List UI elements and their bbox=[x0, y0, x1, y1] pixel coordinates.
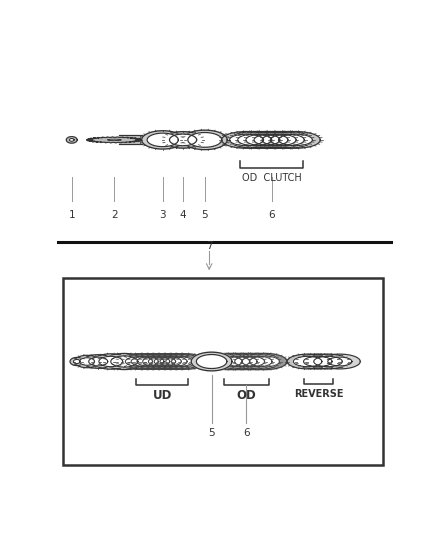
Polygon shape bbox=[80, 358, 95, 365]
Polygon shape bbox=[75, 356, 99, 368]
Polygon shape bbox=[107, 139, 121, 141]
Polygon shape bbox=[238, 134, 272, 146]
Text: OD: OD bbox=[237, 389, 256, 402]
Bar bbox=[63, 278, 383, 465]
Text: 7: 7 bbox=[206, 241, 212, 251]
Text: 6: 6 bbox=[243, 429, 250, 439]
Polygon shape bbox=[160, 357, 187, 366]
Polygon shape bbox=[105, 353, 144, 369]
Polygon shape bbox=[227, 356, 257, 367]
Text: 3: 3 bbox=[159, 209, 166, 220]
Polygon shape bbox=[254, 134, 288, 146]
Polygon shape bbox=[164, 132, 202, 148]
Text: 1: 1 bbox=[68, 209, 75, 220]
Polygon shape bbox=[250, 356, 279, 367]
Polygon shape bbox=[270, 134, 304, 146]
Polygon shape bbox=[147, 133, 178, 147]
Polygon shape bbox=[158, 354, 201, 369]
Polygon shape bbox=[254, 132, 304, 148]
Polygon shape bbox=[227, 353, 272, 369]
Polygon shape bbox=[141, 354, 184, 369]
Polygon shape bbox=[212, 353, 257, 369]
Polygon shape bbox=[262, 134, 296, 146]
Polygon shape bbox=[287, 354, 328, 369]
Text: OD  CLUTCH: OD CLUTCH bbox=[242, 173, 301, 183]
Polygon shape bbox=[146, 354, 189, 369]
Polygon shape bbox=[242, 353, 287, 369]
Polygon shape bbox=[117, 354, 160, 369]
Polygon shape bbox=[314, 357, 342, 367]
Polygon shape bbox=[69, 139, 74, 141]
Polygon shape bbox=[279, 134, 312, 146]
Polygon shape bbox=[83, 354, 113, 368]
Polygon shape bbox=[230, 132, 279, 148]
Polygon shape bbox=[164, 354, 206, 369]
Text: REVERSE: REVERSE bbox=[294, 389, 343, 399]
Polygon shape bbox=[166, 357, 193, 366]
Text: 6: 6 bbox=[268, 209, 275, 220]
Polygon shape bbox=[137, 357, 164, 366]
Polygon shape bbox=[246, 134, 280, 146]
Polygon shape bbox=[124, 354, 166, 369]
Polygon shape bbox=[304, 357, 332, 367]
Polygon shape bbox=[196, 354, 227, 368]
Text: UD: UD bbox=[153, 389, 172, 402]
Polygon shape bbox=[154, 357, 181, 366]
Polygon shape bbox=[172, 357, 199, 366]
Text: 5: 5 bbox=[208, 429, 215, 439]
Polygon shape bbox=[170, 134, 197, 146]
Polygon shape bbox=[135, 354, 178, 369]
Polygon shape bbox=[66, 136, 77, 143]
Polygon shape bbox=[129, 354, 172, 369]
Polygon shape bbox=[188, 133, 222, 147]
Polygon shape bbox=[87, 137, 141, 143]
Text: 4: 4 bbox=[180, 209, 187, 220]
Polygon shape bbox=[238, 132, 288, 148]
Polygon shape bbox=[271, 132, 320, 148]
Polygon shape bbox=[111, 356, 138, 367]
Polygon shape bbox=[297, 354, 338, 369]
Polygon shape bbox=[148, 357, 176, 366]
Polygon shape bbox=[89, 357, 108, 366]
Polygon shape bbox=[182, 130, 227, 150]
Polygon shape bbox=[222, 132, 271, 148]
Polygon shape bbox=[74, 359, 80, 364]
Polygon shape bbox=[293, 357, 322, 367]
Polygon shape bbox=[235, 353, 279, 369]
Polygon shape bbox=[70, 358, 84, 366]
Polygon shape bbox=[262, 132, 312, 148]
Polygon shape bbox=[119, 135, 167, 144]
Polygon shape bbox=[307, 354, 348, 369]
Polygon shape bbox=[220, 356, 250, 367]
Polygon shape bbox=[328, 357, 352, 366]
Polygon shape bbox=[152, 354, 195, 369]
Polygon shape bbox=[191, 352, 232, 371]
Polygon shape bbox=[242, 356, 272, 367]
Polygon shape bbox=[205, 353, 250, 369]
Polygon shape bbox=[141, 131, 184, 149]
Polygon shape bbox=[143, 357, 170, 366]
Polygon shape bbox=[230, 134, 264, 146]
Polygon shape bbox=[235, 356, 265, 367]
Polygon shape bbox=[212, 356, 242, 367]
Polygon shape bbox=[220, 353, 265, 369]
Polygon shape bbox=[320, 354, 360, 369]
Text: 2: 2 bbox=[111, 209, 117, 220]
Polygon shape bbox=[99, 357, 123, 367]
Polygon shape bbox=[93, 354, 128, 369]
Polygon shape bbox=[125, 357, 152, 366]
Polygon shape bbox=[246, 132, 296, 148]
Text: 5: 5 bbox=[201, 209, 208, 220]
Polygon shape bbox=[131, 357, 158, 366]
